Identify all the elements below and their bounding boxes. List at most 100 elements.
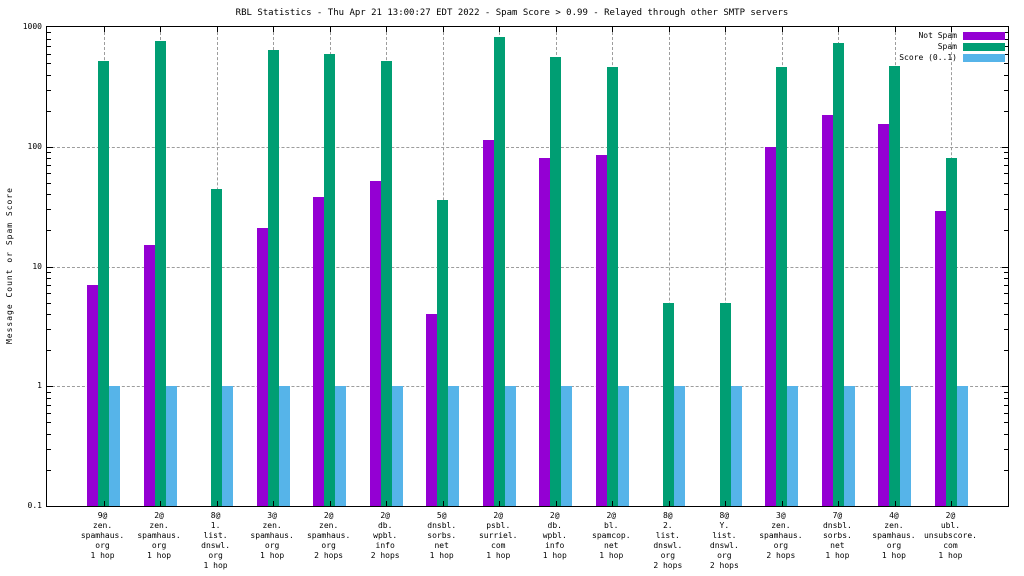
y-minor-tick [1004, 158, 1008, 160]
x-tick [103, 27, 105, 32]
y-minor-tick [47, 32, 51, 34]
bar-score-0-1- [335, 386, 347, 506]
bar-not-spam [143, 245, 155, 506]
y-minor-tick [1004, 173, 1008, 175]
bar-not-spam [426, 314, 438, 506]
y-gridline [47, 266, 1008, 268]
y-minor-tick [1004, 32, 1008, 34]
x-tick [103, 501, 105, 506]
y-minor-tick [1004, 302, 1008, 304]
bar-spam [889, 66, 901, 506]
bar-score-0-1- [900, 386, 912, 506]
x-tick [273, 501, 275, 506]
x-category-label: 8@ 1. list. dnswl. org 1 hop [201, 511, 231, 570]
y-minor-tick [47, 278, 51, 280]
x-category-label: 3@ zen. spamhaus. org 1 hop [250, 511, 294, 560]
bar-not-spam [256, 227, 268, 506]
y-minor-tick [1004, 63, 1008, 65]
y-major-tick [1002, 386, 1008, 388]
y-minor-tick [47, 404, 51, 406]
y-minor-tick [47, 209, 51, 211]
x-tick [329, 27, 331, 32]
y-minor-tick [1004, 110, 1008, 112]
y-minor-tick [47, 422, 51, 424]
bar-not-spam [878, 123, 890, 506]
bar-not-spam [595, 154, 607, 506]
bar-spam [606, 67, 618, 506]
y-tick-label: 0.1 [27, 501, 42, 510]
bar-spam [98, 61, 110, 506]
y-minor-tick [1004, 391, 1008, 393]
x-tick [894, 501, 896, 506]
y-minor-tick [1004, 433, 1008, 435]
y-minor-tick [47, 271, 51, 273]
bar-score-0-1- [674, 386, 686, 506]
y-minor-tick [1004, 271, 1008, 273]
x-tick [894, 27, 896, 32]
bar-not-spam [87, 285, 99, 506]
y-major-tick [1002, 266, 1008, 268]
y-minor-tick [1004, 230, 1008, 232]
x-category-label: 7@ dnsbl. sorbs. net 1 hop [822, 511, 852, 560]
y-tick-label: 10 [32, 261, 42, 271]
y-minor-tick [47, 329, 51, 331]
y-minor-tick [47, 110, 51, 112]
y-minor-tick [47, 293, 51, 295]
y-minor-tick [47, 158, 51, 160]
y-minor-tick [1004, 329, 1008, 331]
bar-not-spam [765, 146, 777, 506]
y-minor-tick [1004, 209, 1008, 211]
bar-score-0-1- [165, 386, 177, 506]
y-minor-tick [1004, 350, 1008, 352]
x-category-label: 3@ zen. spamhaus. org 2 hops [759, 511, 803, 560]
bar-spam [776, 67, 788, 506]
x-tick [781, 501, 783, 506]
y-tick-label: 1000 [22, 22, 42, 31]
bar-spam [154, 41, 166, 506]
legend-item-not-spam: Not Spam [899, 31, 1005, 40]
legend-item-score: Score (0..1) [899, 53, 1005, 62]
bar-spam [719, 302, 731, 506]
chart-legend: Not Spam Spam Score (0..1) [899, 31, 1005, 62]
y-minor-tick [47, 469, 51, 471]
x-category-label: 9@ zen. spamhaus. org 1 hop [80, 511, 125, 560]
bar-score-0-1- [504, 386, 516, 506]
y-minor-tick [1004, 45, 1008, 47]
x-tick [216, 27, 218, 32]
bar-score-0-1- [448, 386, 460, 506]
x-category-label: 8@ Y. list. dnswl. org 2 hops [709, 511, 739, 570]
x-tick [442, 27, 444, 32]
y-minor-tick [47, 165, 51, 167]
bar-not-spam [539, 158, 551, 506]
legend-swatch-spam [963, 42, 1005, 51]
y-minor-tick [1004, 165, 1008, 167]
x-tick [329, 501, 331, 506]
y-minor-tick [1004, 314, 1008, 316]
y-minor-tick [47, 194, 51, 196]
x-gridline [725, 27, 727, 506]
x-gridline [668, 27, 670, 506]
y-gridline [47, 386, 1008, 388]
x-category-label: 2@ db. wpbl. info 1 hop [542, 511, 567, 560]
x-tick [951, 27, 953, 32]
x-category-label: 2@ ubl. unsubscore. com 1 hop [923, 511, 977, 560]
x-tick [499, 27, 501, 32]
chart-title: RBL Statistics - Thu Apr 21 13:00:27 EDT… [235, 8, 789, 18]
x-tick [781, 27, 783, 32]
y-gridline [47, 146, 1008, 148]
legend-label-not-spam: Not Spam [918, 31, 957, 40]
bar-spam [437, 199, 449, 506]
bar-spam [380, 61, 392, 506]
y-minor-tick [47, 38, 51, 40]
y-minor-tick [1004, 38, 1008, 40]
legend-label-score: Score (0..1) [899, 53, 957, 62]
plot-area: Not Spam Spam Score (0..1) [46, 26, 1009, 507]
bar-spam [211, 189, 223, 506]
y-major-tick [47, 386, 53, 388]
x-category-label: 2@ bl. spamcop. net 1 hop [592, 511, 631, 560]
y-minor-tick [47, 53, 51, 55]
x-category-label: 2@ zen. spamhaus. org 1 hop [137, 511, 181, 560]
x-tick [442, 501, 444, 506]
bar-spam [945, 158, 957, 506]
